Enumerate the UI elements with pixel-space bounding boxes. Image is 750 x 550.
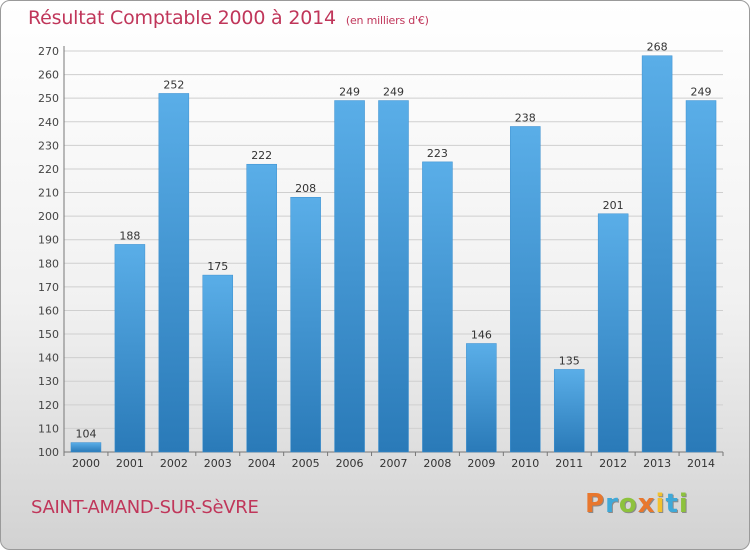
y-tick-label: 160 (38, 304, 59, 317)
y-tick-label: 110 (38, 422, 59, 435)
data-label-2014: 249 (691, 86, 712, 99)
y-tick-label: 190 (38, 234, 59, 247)
x-tick-label: 2014 (687, 457, 715, 470)
bar-2014 (685, 100, 717, 453)
y-tick-label: 260 (38, 69, 59, 82)
logo-letter: t (665, 489, 679, 519)
axes: 100 110 120 130 140 150 160 170 180 190 200 210 220 2… (38, 45, 724, 470)
logo-letter: o (618, 489, 638, 519)
y-tick-label: 130 (38, 375, 59, 388)
bar-2011 (553, 369, 585, 453)
y-tick-label: 180 (38, 257, 59, 270)
bar-2006 (334, 100, 365, 453)
bar-2003 (202, 274, 234, 453)
x-tick-label: 2006 (336, 457, 364, 470)
x-tick-label: 2000 (72, 457, 100, 470)
bar-2000 (70, 442, 102, 453)
logo-letter: i (655, 489, 666, 519)
y-tick-label: 170 (38, 281, 59, 294)
data-label-2003: 175 (207, 260, 228, 273)
x-tick-label: 2003 (204, 457, 232, 470)
bars (70, 55, 717, 453)
bar-2007 (378, 100, 409, 453)
y-tick-label: 240 (38, 116, 59, 129)
data-label-2001: 188 (119, 229, 140, 242)
data-label-2012: 201 (603, 199, 624, 212)
x-tick-label: 2012 (599, 457, 627, 470)
x-tick-label: 2001 (116, 457, 144, 470)
y-tick-label: 100 (38, 446, 59, 459)
y-tick-label: 270 (38, 45, 59, 58)
bar-2009 (466, 343, 497, 453)
bar-2002 (158, 93, 190, 453)
data-label-2008: 223 (427, 147, 448, 160)
y-tick-label: 250 (38, 92, 59, 105)
chart-unit-note: (en milliers d'€) (345, 14, 429, 27)
y-tick-label: 230 (38, 139, 59, 152)
proxiti-logo[interactable]: Proxiti (585, 489, 689, 519)
data-label-2002: 252 (163, 78, 184, 91)
y-tick-label: 210 (38, 187, 59, 200)
commune-name: SAINT-AMAND-SUR-SèVRE (31, 497, 259, 518)
logo-letter: P (585, 489, 606, 519)
x-tick-label: 2013 (643, 457, 671, 470)
y-tick-label: 200 (38, 210, 59, 223)
x-tick-label: 2010 (511, 457, 539, 470)
chart-title: Résultat Comptable 2000 à 2014 (en millie… (28, 7, 429, 29)
x-tick-label: 2002 (160, 457, 188, 470)
logo-letter: i (678, 489, 689, 519)
bar-2001 (114, 244, 146, 453)
logo-letter: r (605, 489, 619, 519)
data-label-2011: 135 (559, 354, 580, 367)
x-tick-label: 2005 (292, 457, 320, 470)
bar-2010 (510, 126, 541, 453)
x-tick-label: 2004 (248, 457, 276, 470)
bar-2012 (597, 213, 629, 453)
y-tick-label: 120 (38, 399, 59, 412)
data-label-2004: 222 (251, 149, 272, 162)
data-label-2009: 146 (471, 328, 492, 341)
data-label-2000: 104 (75, 428, 96, 441)
x-tick-label: 2009 (467, 457, 495, 470)
bar-2004 (246, 163, 277, 453)
data-labels: 104 188 252 175 222 208 249 249 223 146 238 135 201 2… (75, 41, 711, 441)
y-tick-label: 220 (38, 163, 59, 176)
bar-2008 (422, 161, 453, 453)
data-label-2006: 249 (339, 86, 360, 99)
logo-letter: x (637, 489, 656, 519)
bar-2005 (290, 196, 321, 453)
x-tick-label: 2007 (380, 457, 408, 470)
data-label-2005: 208 (295, 182, 316, 195)
y-tick-label: 150 (38, 328, 59, 341)
x-tick-label: 2008 (423, 457, 451, 470)
data-label-2013: 268 (647, 41, 668, 54)
bar-2013 (641, 55, 673, 453)
y-tick-label: 140 (38, 352, 59, 365)
chart-title-text: Résultat Comptable 2000 à 2014 (28, 7, 336, 29)
data-label-2007: 249 (383, 86, 404, 99)
x-tick-label: 2011 (555, 457, 583, 470)
data-label-2010: 238 (515, 111, 536, 124)
